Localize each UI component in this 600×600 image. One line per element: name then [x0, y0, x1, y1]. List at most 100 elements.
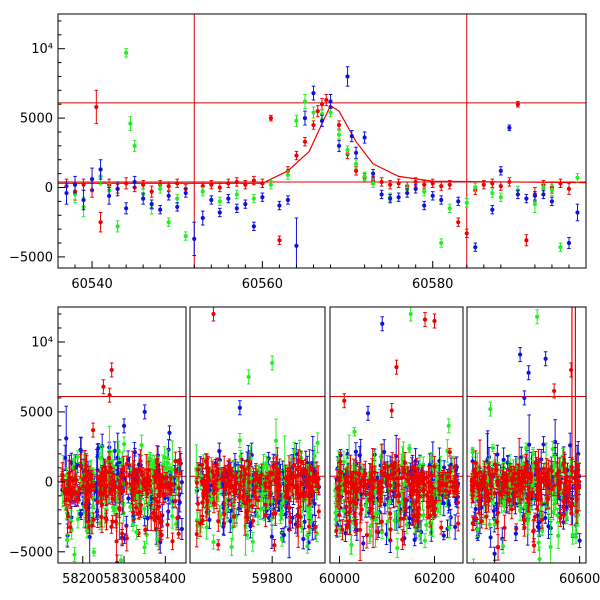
- x-tick-label: 60540: [71, 277, 112, 292]
- data-point: [86, 479, 91, 502]
- data-point: [535, 309, 540, 325]
- data-point: [456, 515, 461, 532]
- data-point: [88, 476, 94, 497]
- data-point: [380, 316, 385, 332]
- data-point: [488, 401, 493, 417]
- data-point: [558, 178, 563, 188]
- data-point: [328, 94, 333, 109]
- bottom-plot-area: [58, 307, 586, 563]
- data-point: [577, 533, 582, 549]
- data-point: [83, 487, 89, 499]
- data-point: [158, 205, 163, 215]
- data-point: [382, 439, 387, 465]
- y-tick-label: 5000: [20, 405, 53, 420]
- y-tick-label: −5000: [9, 545, 53, 560]
- data-point: [217, 182, 222, 193]
- data-point: [405, 188, 410, 198]
- data-point: [316, 504, 321, 519]
- data-point: [370, 168, 376, 179]
- data-point: [490, 188, 495, 198]
- y-tick-label: 10⁴: [31, 335, 53, 350]
- data-point: [315, 432, 320, 454]
- data-point: [211, 307, 216, 322]
- data-point: [115, 220, 120, 233]
- data-point: [495, 534, 501, 561]
- data-point: [362, 171, 367, 182]
- y-tick-label: 0: [45, 475, 53, 490]
- data-point: [345, 145, 350, 155]
- data-point: [441, 531, 446, 541]
- y-tick-label: 0: [45, 181, 53, 196]
- data-point: [67, 460, 72, 487]
- data-point: [319, 98, 325, 111]
- data-point: [237, 432, 242, 449]
- data-point: [120, 522, 125, 545]
- data-point: [209, 195, 214, 205]
- data-point: [422, 533, 428, 549]
- data-point: [524, 193, 529, 204]
- data-point: [501, 538, 506, 554]
- data-point: [117, 479, 122, 540]
- data-point: [170, 503, 175, 529]
- data-point: [118, 554, 124, 563]
- data-point: [109, 362, 114, 378]
- data-point: [65, 503, 71, 529]
- data-point: [370, 178, 376, 188]
- data-point: [311, 85, 316, 101]
- data-point: [159, 513, 164, 529]
- data-point: [250, 531, 255, 552]
- data-point: [260, 192, 265, 202]
- y-tick-label: −5000: [9, 250, 53, 265]
- data-point: [75, 491, 80, 507]
- series-blue: [64, 66, 580, 268]
- data-point: [302, 110, 308, 126]
- data-point: [81, 178, 86, 191]
- data-point: [142, 499, 147, 518]
- data-point: [209, 180, 214, 190]
- data-point: [352, 427, 357, 437]
- data-point: [439, 195, 444, 205]
- x-tick-label: 58300: [103, 572, 144, 587]
- data-point: [72, 483, 78, 503]
- data-point: [62, 478, 67, 507]
- data-point: [413, 184, 418, 194]
- data-point: [143, 525, 148, 535]
- data-point: [353, 166, 359, 176]
- data-point: [488, 527, 493, 548]
- x-tick-label: 58200: [62, 572, 103, 587]
- data-point: [526, 365, 531, 381]
- data-point: [128, 116, 133, 132]
- data-point: [498, 192, 503, 202]
- data-point: [106, 186, 112, 205]
- data-point: [302, 94, 308, 109]
- data-point: [89, 167, 95, 191]
- data-point: [72, 175, 78, 194]
- data-point: [98, 211, 103, 233]
- data-point: [575, 203, 580, 222]
- data-point: [522, 390, 527, 406]
- data-point: [173, 451, 178, 471]
- data-point: [167, 425, 172, 441]
- data-point: [294, 217, 299, 268]
- data-point: [104, 486, 109, 506]
- data-point: [124, 202, 129, 215]
- data-point: [422, 312, 428, 328]
- data-point: [65, 533, 70, 546]
- data-point: [336, 139, 342, 152]
- data-point: [166, 217, 171, 227]
- data-point: [195, 496, 201, 512]
- data-point: [226, 178, 231, 188]
- data-point: [124, 455, 129, 473]
- data-point: [216, 539, 221, 551]
- data-point: [569, 362, 574, 378]
- data-point: [77, 481, 82, 496]
- data-point: [549, 196, 555, 207]
- data-point: [388, 193, 393, 204]
- data-point: [183, 231, 188, 241]
- x-tick-label: 58400: [145, 572, 186, 587]
- x-tick-label: 60560: [242, 277, 283, 292]
- data-point: [192, 221, 197, 257]
- data-point: [349, 130, 354, 143]
- data-point: [237, 400, 242, 416]
- data-point: [422, 186, 427, 197]
